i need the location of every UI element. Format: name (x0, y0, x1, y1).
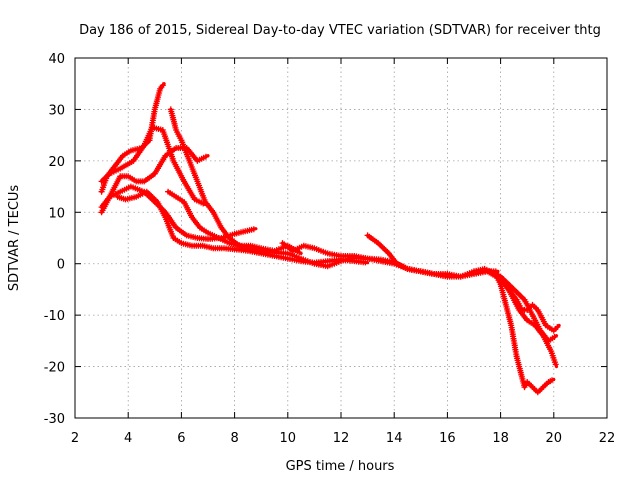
y-tick-label: 20 (48, 155, 65, 170)
x-tick-label: 10 (280, 431, 297, 446)
chart-title: Day 186 of 2015, Sidereal Day-to-day VTE… (79, 23, 601, 38)
x-tick-label: 14 (386, 431, 403, 446)
y-tick-label: -20 (44, 361, 65, 376)
series-markers (167, 106, 449, 280)
y-tick-label: 40 (48, 52, 65, 67)
series-markers (98, 124, 207, 207)
x-tick-label: 22 (599, 431, 616, 446)
series-markers (98, 145, 209, 216)
y-tick-label: -10 (44, 309, 65, 324)
series-arc-6 (167, 106, 449, 280)
series-arc-13 (497, 276, 561, 334)
x-tick-label: 20 (546, 431, 563, 446)
series-line (169, 107, 449, 279)
y-axis-title: SDTVAR / TECUs (7, 185, 22, 292)
x-tick-label: 12 (333, 431, 350, 446)
data-traces (98, 82, 561, 396)
series-arc-3 (98, 183, 258, 242)
x-tick-label: 18 (492, 431, 509, 446)
y-tick-label: -30 (44, 412, 65, 427)
y-tick-label: 30 (48, 103, 65, 118)
x-tick-label: 6 (177, 431, 185, 446)
axis-ticks (74, 57, 608, 419)
x-tick-label: 16 (439, 431, 456, 446)
x-tick-labels: 2 4 6 8 10 12 14 16 18 20 22 (71, 431, 615, 446)
series-markers (497, 276, 561, 334)
x-tick-label: 2 (71, 431, 79, 446)
grid-lines (75, 58, 607, 418)
x-tick-label: 8 (230, 431, 238, 446)
x-axis-title: GPS time / hours (286, 459, 395, 474)
series-arc-2 (98, 124, 207, 207)
y-tick-label: 10 (48, 206, 65, 221)
y-tick-labels: -30 -20 -10 0 10 20 30 40 (44, 52, 65, 427)
x-tick-label: 4 (124, 431, 132, 446)
y-tick-label: 0 (57, 258, 65, 273)
series-arc-4 (98, 145, 210, 216)
